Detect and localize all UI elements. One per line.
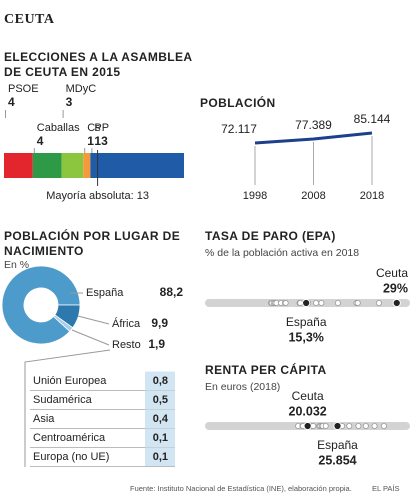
- breakdown-cell: [145, 428, 175, 448]
- row-label: Asia: [33, 413, 55, 425]
- brand: EL PAÍS: [372, 484, 400, 493]
- highlight-dot: [303, 421, 312, 431]
- highlight-dot: [302, 298, 311, 308]
- dot: [282, 299, 289, 306]
- slice-label: Resto: [112, 339, 141, 351]
- dot: [334, 299, 341, 306]
- party-name: Caballas: [37, 122, 80, 134]
- party-name: PP: [94, 122, 109, 134]
- dot: [355, 422, 362, 429]
- breakdown-cell: [145, 447, 175, 467]
- dot: [313, 299, 320, 306]
- bar-segment: [90, 153, 184, 178]
- x-tick-label: 2008: [301, 190, 325, 202]
- row-value: 0,8: [153, 375, 168, 387]
- series-name: Ceuta: [376, 266, 408, 280]
- row-label: Centroamérica: [33, 432, 106, 444]
- row-value: 0,5: [153, 394, 168, 406]
- dot: [322, 422, 329, 429]
- row-value: 0,1: [153, 432, 168, 444]
- bar-segment: [83, 153, 91, 178]
- dot: [362, 422, 369, 429]
- dot: [318, 299, 325, 306]
- series-name: España: [286, 315, 327, 329]
- chart-title: ELECCIONES A LA ASAMBLEA DE CEUTA EN 201…: [4, 50, 193, 79]
- chart-subtitle: En euros (2018): [205, 381, 281, 393]
- slice-value: 88,2: [160, 285, 184, 299]
- donut-slice: [1, 265, 81, 345]
- header-title: CEUTA: [4, 12, 55, 27]
- dot: [346, 422, 353, 429]
- seat-label: 13: [94, 134, 108, 148]
- bar-segment: [61, 153, 84, 178]
- source: Fuente: Instituto Nacional de Estadístic…: [130, 484, 352, 493]
- x-tick-label: 2018: [360, 190, 384, 202]
- annotation: Mayoría absoluta: 13: [46, 190, 149, 202]
- dot: [297, 299, 304, 306]
- highlight-dot: [333, 421, 342, 431]
- chart-subtitle: % de la población activa en 2018: [205, 247, 360, 259]
- value-label: 72.117: [221, 122, 257, 136]
- series-value: 15,3%: [288, 330, 323, 344]
- chart-subtitle: En %: [4, 259, 30, 271]
- bar-segment: [32, 153, 62, 178]
- bar-segment: [4, 153, 33, 178]
- party-name: PSOE: [8, 83, 39, 95]
- slice-value: 9,9: [151, 316, 168, 330]
- chart-title: RENTA PER CÁPITA: [205, 363, 327, 377]
- slice-value: 1,9: [148, 337, 165, 351]
- dot: [380, 422, 387, 429]
- row-label: Unión Europea: [33, 375, 107, 387]
- highlight-dot: [392, 298, 401, 308]
- chart-title: TASA DE PARO (EPA): [205, 229, 336, 243]
- x-tick-label: 1998: [243, 190, 267, 202]
- breakdown-cell: [145, 409, 175, 429]
- dot: [354, 299, 361, 306]
- seat-label: 1: [87, 134, 94, 148]
- line: [254, 131, 373, 145]
- party-name: Cs: [87, 122, 101, 134]
- series-value: 25.854: [318, 453, 356, 467]
- seat-label: 3: [66, 95, 73, 109]
- row-label: Europa (no UE): [33, 451, 109, 463]
- row-value: 0,4: [153, 413, 169, 425]
- value-label: 85.144: [354, 112, 391, 126]
- slice-label: España: [86, 287, 124, 299]
- bracket: [24, 349, 111, 467]
- leader-line: [71, 329, 110, 346]
- leader-line: [77, 315, 110, 325]
- seat-label: 4: [8, 95, 15, 109]
- series-value: 29%: [383, 281, 408, 295]
- donut-slice: [52, 314, 74, 332]
- chart-title: POBLACIÓN: [200, 96, 276, 110]
- row-value: 0,1: [153, 451, 168, 463]
- value-label: 77.389: [295, 118, 332, 132]
- party-name: MDyC: [66, 83, 97, 95]
- series-name: Ceuta: [292, 389, 324, 403]
- chart-title: POBLACIÓN POR LUGAR DE NACIMIENTO: [4, 229, 181, 258]
- breakdown-cell: [145, 371, 175, 391]
- dot: [371, 422, 378, 429]
- row-label: Sudamérica: [33, 394, 93, 406]
- seat-label: 4: [37, 134, 44, 148]
- dot: [375, 299, 382, 306]
- slice-label: África: [112, 317, 141, 330]
- series-name: España: [317, 438, 358, 452]
- series-value: 20.032: [289, 404, 327, 418]
- breakdown-cell: [145, 390, 175, 410]
